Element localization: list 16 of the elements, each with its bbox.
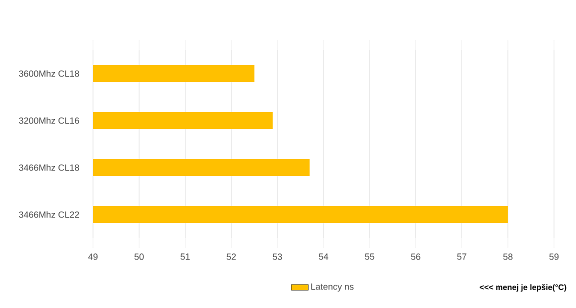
y-tick-label: 3466Mhz CL18 [19,164,80,171]
legend-label: Latency ns [311,284,354,292]
x-tick-label: 59 [549,254,559,260]
y-tick-label: 3600Mhz CL18 [19,70,80,77]
x-tick-label: 57 [457,254,466,260]
x-tick-label: 56 [411,254,420,260]
x-tick-label: 53 [272,254,282,260]
x-tick-label: 51 [180,254,190,260]
x-tick-label: 58 [503,254,512,260]
x-tick-label: 49 [88,254,98,260]
x-tick-label: 50 [134,254,144,260]
x-tick-label: 54 [318,254,328,260]
x-tick-label: 55 [364,254,374,260]
y-tick-label: 3200Mhz CL16 [19,117,80,124]
x-tick-label: 52 [226,254,236,260]
y-tick-label: 3466Mhz CL22 [19,211,80,218]
